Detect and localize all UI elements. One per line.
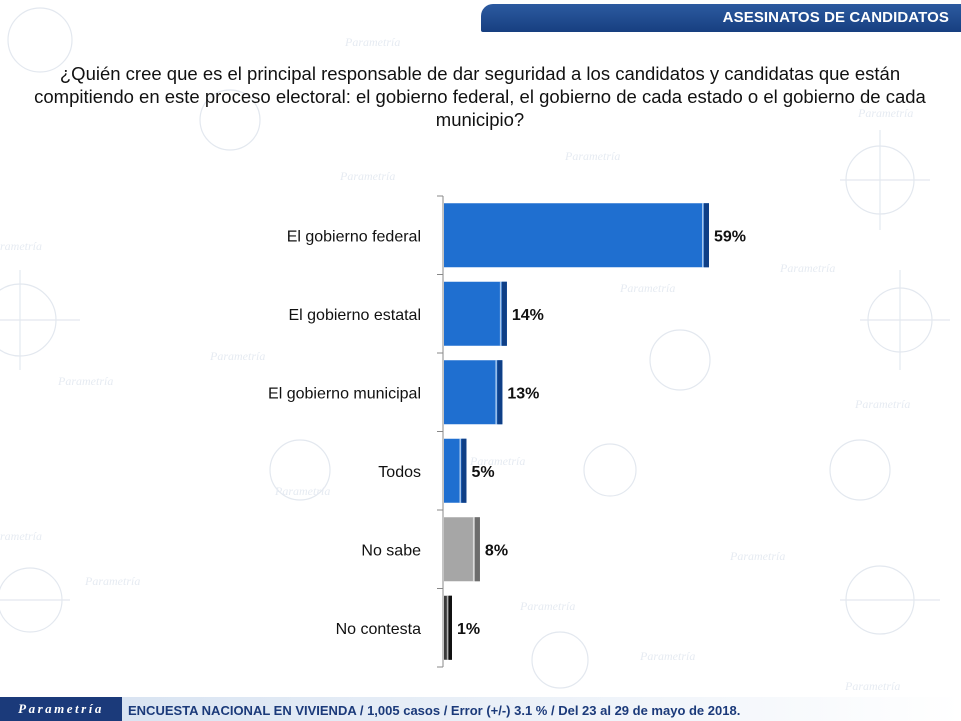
- section-title: ASESINATOS DE CANDIDATOS: [722, 9, 949, 26]
- bar-edge: [497, 360, 503, 425]
- svg-text:Parametría: Parametría: [84, 574, 140, 588]
- svg-text:Parametría: Parametría: [469, 454, 525, 468]
- bar-group: 59% El gobierno federal: [287, 203, 746, 268]
- bar: [444, 360, 503, 425]
- svg-text:Parametría: Parametría: [274, 484, 330, 498]
- data-label: 1%: [457, 621, 480, 638]
- footer-strip: [122, 697, 961, 721]
- bar: [444, 517, 480, 582]
- svg-text:Parametría: Parametría: [519, 599, 575, 613]
- svg-text:Parametría: Parametría: [639, 649, 695, 663]
- svg-text:Parametría: Parametría: [344, 35, 400, 49]
- data-label: 5%: [471, 464, 494, 481]
- category-label: El gobierno federal: [287, 228, 421, 245]
- bar-edge: [448, 595, 452, 660]
- data-label: 13%: [507, 385, 539, 402]
- svg-text:Parametría: Parametría: [339, 169, 395, 183]
- svg-text:Parametría: Parametría: [564, 149, 620, 163]
- data-label: 14%: [512, 307, 544, 324]
- category-label: El gobierno estatal: [288, 307, 421, 324]
- svg-text:rametría: rametría: [0, 529, 42, 543]
- methodology-note: ENCUESTA NACIONAL EN VIVIENDA / 1,005 ca…: [128, 703, 741, 718]
- bar-group: 1% No contesta: [336, 595, 480, 660]
- svg-text:rametría: rametría: [0, 239, 42, 253]
- bar: [444, 281, 507, 346]
- bar-highlight: [499, 281, 502, 346]
- svg-text:Parametría: Parametría: [779, 261, 835, 275]
- svg-text:Parametría: Parametría: [729, 549, 785, 563]
- svg-text:Parametría: Parametría: [854, 397, 910, 411]
- bar-group: 14% El gobierno estatal: [288, 281, 544, 346]
- bar-edge: [474, 517, 480, 582]
- bar-edge: [501, 281, 507, 346]
- bar-edge: [461, 438, 467, 503]
- category-label: No sabe: [361, 542, 421, 559]
- bar-highlight: [472, 517, 475, 582]
- bar-edge: [704, 203, 709, 268]
- bar-group: 8% No sabe: [361, 517, 508, 582]
- section-banner: ASESINATOS DE CANDIDATOS: [481, 4, 961, 32]
- question-text: ¿Quién cree que es el principal responsa…: [34, 63, 926, 130]
- bar-highlight: [446, 595, 449, 660]
- bar-highlight: [495, 360, 497, 425]
- category-label: El gobierno municipal: [268, 385, 421, 402]
- bar-highlight: [459, 438, 461, 503]
- category-label: Todos: [378, 464, 421, 481]
- parametria-logo: Parametría: [0, 697, 122, 721]
- svg-text:Parametría: Parametría: [57, 374, 113, 388]
- svg-text:Parametría: Parametría: [857, 106, 913, 120]
- svg-text:Parametría: Parametría: [209, 349, 265, 363]
- svg-text:Parametría: Parametría: [844, 679, 900, 693]
- category-label: No contesta: [336, 621, 421, 638]
- data-label: 59%: [714, 228, 746, 245]
- bar: [444, 203, 709, 268]
- data-label: 8%: [485, 542, 508, 559]
- bar-group: 13% El gobierno municipal: [268, 360, 539, 425]
- bar-highlight: [702, 203, 704, 268]
- bar-group: 5% Todos: [378, 438, 495, 503]
- svg-text:Parametría: Parametría: [619, 281, 675, 295]
